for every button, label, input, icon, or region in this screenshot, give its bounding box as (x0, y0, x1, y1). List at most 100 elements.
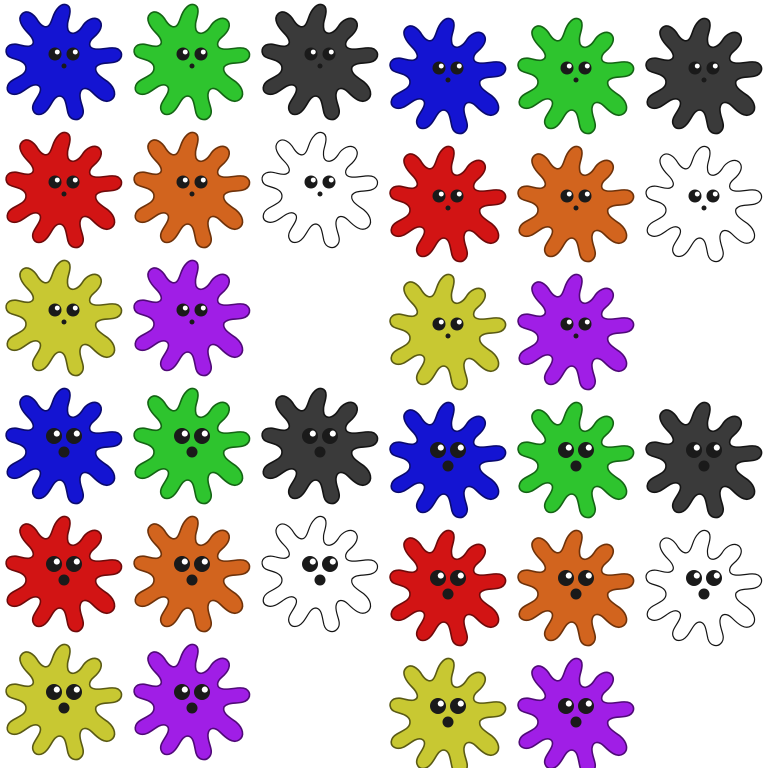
slime-sprite-blue (5, 387, 123, 505)
eye-highlight (310, 49, 316, 55)
eye (322, 47, 336, 61)
splat-body (389, 657, 507, 768)
eye-highlight (201, 558, 208, 565)
sprite-group-variant-c (5, 387, 379, 761)
eye-highlight (713, 572, 720, 579)
mouth (445, 77, 451, 83)
mouth (314, 574, 326, 586)
eye (688, 61, 702, 75)
eye-highlight (694, 191, 700, 197)
splat-body (133, 259, 251, 377)
splat-body (133, 387, 251, 505)
slime-face (48, 303, 80, 325)
eye-highlight (201, 686, 208, 693)
slime-sprite-green (517, 17, 635, 135)
eye-highlight (200, 305, 206, 311)
mouth (698, 460, 710, 472)
eye (558, 442, 574, 458)
slime-sprite-blue (389, 401, 507, 519)
eye-highlight (72, 177, 78, 183)
eye-highlight (584, 319, 590, 325)
eye-highlight (566, 191, 572, 197)
mouth (570, 460, 582, 472)
splat-body (5, 131, 123, 249)
slime-face (688, 61, 720, 83)
eye (560, 189, 574, 203)
eye (686, 442, 702, 458)
eye-highlight (328, 177, 334, 183)
eye-highlight (565, 444, 572, 451)
slime-sprite-orange (517, 529, 635, 647)
eye (194, 175, 208, 189)
eye (450, 61, 464, 75)
eye-highlight (457, 572, 464, 579)
slime-sprite-yellow (5, 643, 123, 761)
slime-sprite-orange (517, 145, 635, 263)
slime-face (46, 428, 82, 458)
splat-body (389, 145, 507, 263)
eye (450, 442, 466, 458)
mouth (314, 446, 326, 458)
eye-highlight (712, 191, 718, 197)
eye-highlight (457, 444, 464, 451)
eye-highlight (182, 177, 188, 183)
slime-sprite-white (261, 515, 379, 633)
eye (194, 556, 210, 572)
eye (706, 442, 722, 458)
mouth (698, 588, 710, 600)
eye (304, 175, 318, 189)
eye (558, 698, 574, 714)
slime-face (432, 61, 464, 83)
eye-highlight (693, 444, 700, 451)
eye (46, 428, 62, 444)
mouth (701, 77, 707, 83)
splat-body (517, 273, 635, 391)
eye-highlight (181, 430, 188, 437)
mouth (317, 63, 323, 69)
eye-highlight (181, 558, 188, 565)
mouth (186, 702, 198, 714)
eye (194, 303, 208, 317)
eye-highlight (200, 177, 206, 183)
splat-body (261, 3, 379, 121)
splat-body (261, 387, 379, 505)
slime-sprite-yellow (389, 273, 507, 391)
splat-body (517, 401, 635, 519)
eye (304, 47, 318, 61)
slime-sprite-black (261, 3, 379, 121)
splat-body (5, 643, 123, 761)
slime-sprite-purple (133, 643, 251, 761)
slime-face (432, 317, 464, 339)
sprite-group-variant-a (5, 3, 379, 377)
eye (194, 47, 208, 61)
slime-sprite-blue (389, 17, 507, 135)
slime-face (48, 175, 80, 197)
eye (302, 556, 318, 572)
splat-body (645, 17, 763, 135)
slime-face (176, 303, 208, 325)
eye-highlight (566, 63, 572, 69)
eye (430, 442, 446, 458)
mouth (189, 63, 195, 69)
eye-highlight (694, 63, 700, 69)
eye (560, 317, 574, 331)
eye-highlight (456, 63, 462, 69)
mouth (570, 588, 582, 600)
eye-highlight (565, 700, 572, 707)
splat-body (5, 515, 123, 633)
eye (66, 556, 82, 572)
eye (174, 428, 190, 444)
eye (578, 442, 594, 458)
slime-face (304, 175, 336, 197)
eye (194, 428, 210, 444)
eye-highlight (457, 700, 464, 707)
splat-body (133, 131, 251, 249)
eye (706, 570, 722, 586)
slime-face (302, 556, 338, 586)
eye (176, 47, 190, 61)
eye (432, 189, 446, 203)
eye-highlight (438, 191, 444, 197)
eye (322, 428, 338, 444)
eye (578, 698, 594, 714)
